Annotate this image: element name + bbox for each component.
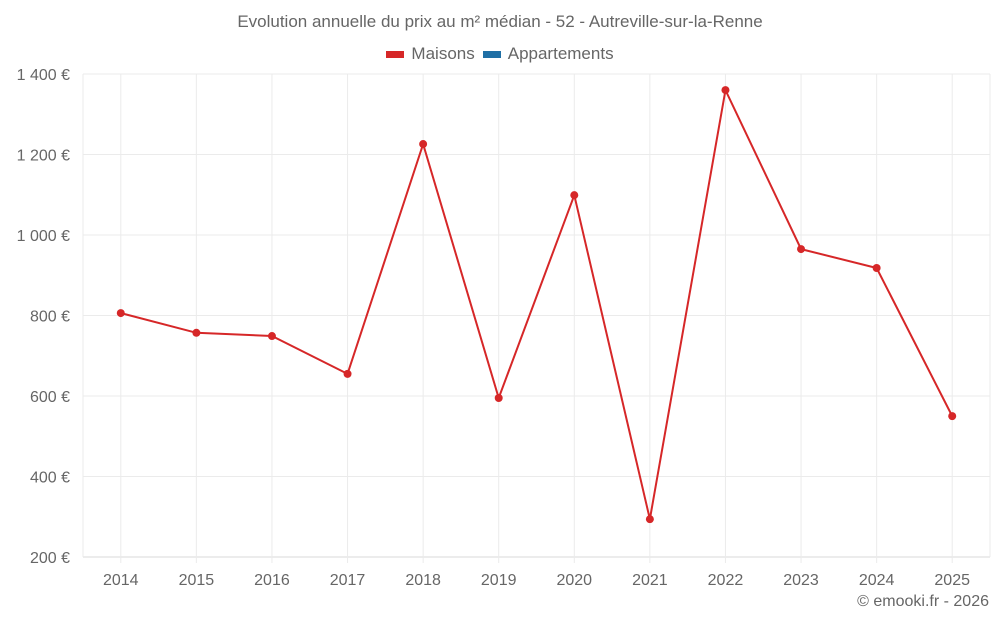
chart-title: Evolution annuelle du prix au m² médian … [237,12,763,31]
data-point[interactable] [116,309,125,318]
x-axis-tick-label: 2022 [708,572,744,589]
legend-swatch-maisons [386,50,405,58]
legend-item-appartements[interactable]: Appartements [482,44,614,64]
legend-swatch-appartements [482,50,501,58]
y-axis-tick-label: 600 € [30,389,70,406]
x-axis-tick-label: 2025 [934,572,970,589]
x-axis-tick-label: 2018 [405,572,441,589]
data-point[interactable] [645,515,654,524]
data-point[interactable] [570,191,579,200]
legend-label-appartements: Appartements [507,44,614,63]
legend-label-maisons: Maisons [411,44,475,63]
x-axis-tick-label: 2015 [179,572,215,589]
y-axis-tick-label: 800 € [30,309,70,326]
data-point[interactable] [797,245,806,254]
x-axis-tick-label: 2016 [254,572,290,589]
x-axis-tick-label: 2023 [783,572,819,589]
y-axis-tick-label: 1 200 € [17,148,70,165]
y-axis-tick-label: 200 € [30,550,70,567]
data-point[interactable] [419,140,428,149]
data-point[interactable] [267,332,276,341]
chart-legend: Maisons Appartements [0,44,1000,64]
x-axis-tick-label: 2017 [330,572,366,589]
y-axis-tick-label: 1 400 € [17,67,70,84]
data-point[interactable] [343,369,352,378]
x-axis-tick-label: 2019 [481,572,517,589]
data-point[interactable] [721,86,730,95]
copyright-watermark: © emooki.fr - 2026 [857,593,989,610]
x-axis-tick-label: 2024 [859,572,895,589]
y-axis-tick-label: 400 € [30,470,70,487]
data-point[interactable] [192,328,201,337]
data-point[interactable] [494,394,503,403]
x-axis-tick-label: 2020 [556,572,592,589]
x-axis-tick-label: 2014 [103,572,139,589]
legend-item-maisons[interactable]: Maisons [386,44,475,64]
series-line-maisons [120,86,954,520]
x-axis-tick-label: 2021 [632,572,668,589]
y-axis-tick-label: 1 000 € [17,228,70,245]
data-point[interactable] [948,412,957,421]
data-point[interactable] [872,264,881,273]
